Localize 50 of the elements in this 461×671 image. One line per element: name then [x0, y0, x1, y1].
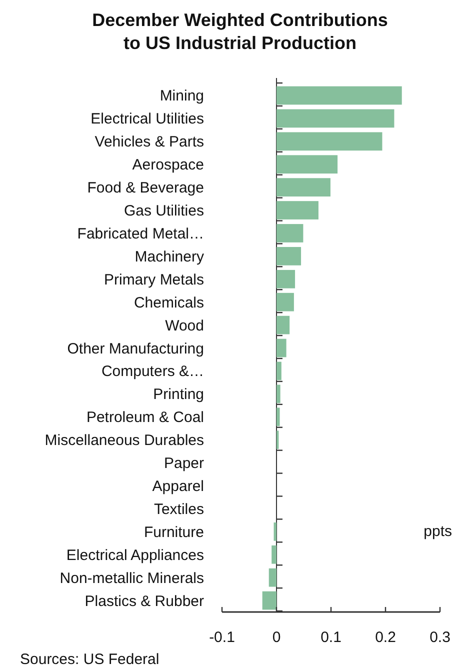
bar [276, 384, 280, 404]
y-tick-label: Food & Beverage [87, 180, 204, 197]
y-tick-label: Petroleum & Coal [86, 409, 204, 426]
annotation: ppts [424, 523, 452, 540]
y-tick-label: Aerospace [132, 156, 204, 174]
y-tick-label: Mining [160, 88, 204, 105]
y-tick-label: Machinery [134, 248, 204, 266]
chart-title: December Weighted Contributions to US Industrial Production [92, 10, 388, 53]
y-tick-label: Other Manufacturing [67, 340, 204, 358]
y-tick-label: Electrical Appliances [66, 546, 204, 564]
bar [276, 362, 282, 380]
bar [276, 292, 294, 312]
y-tick-label: Primary Metals [104, 271, 204, 288]
bar [276, 316, 290, 334]
bar [276, 178, 330, 196]
y-tick-label: Fabricated Metal… [77, 225, 204, 242]
bar [276, 224, 304, 242]
bar [272, 545, 276, 564]
x-tick-label: 0 [272, 629, 281, 646]
x-tick-label: 0.2 [375, 629, 396, 646]
bar [262, 591, 276, 610]
y-tick-label: Chemicals [134, 294, 204, 312]
y-tick-label: Miscellaneous Durables [44, 432, 204, 450]
bar [268, 568, 276, 587]
y-tick-label: Paper [164, 455, 204, 472]
bar [274, 522, 276, 541]
y-tick-label: Wood [165, 317, 204, 334]
y-tick-label: Furniture [144, 524, 204, 541]
bar [276, 132, 382, 151]
y-tick-label: Apparel [152, 478, 204, 495]
y-tick-label: Non-metallic Minerals [60, 570, 204, 587]
bar [276, 408, 280, 426]
bar [276, 246, 302, 266]
y-tick-label: Plastics & Rubber [84, 592, 204, 610]
bar [276, 338, 286, 358]
bar [276, 86, 402, 105]
x-tick-label: -0.1 [209, 629, 235, 646]
x-tick-label: 0.1 [320, 629, 342, 646]
bar [276, 270, 296, 288]
y-tick-label: Vehicles & Parts [94, 134, 204, 151]
y-tick-label: Computers &… [101, 363, 204, 380]
y-tick-label: Textiles [154, 500, 204, 518]
x-tick-label: 0.3 [430, 629, 450, 646]
bar [276, 201, 318, 220]
bar [276, 109, 394, 128]
y-tick-label: Printing [153, 386, 204, 404]
y-tick-label: Electrical Utilities [90, 110, 204, 128]
y-tick-label: Gas Utilities [124, 202, 204, 220]
source-note: Sources: US Federal [20, 651, 160, 668]
bar [276, 155, 338, 174]
